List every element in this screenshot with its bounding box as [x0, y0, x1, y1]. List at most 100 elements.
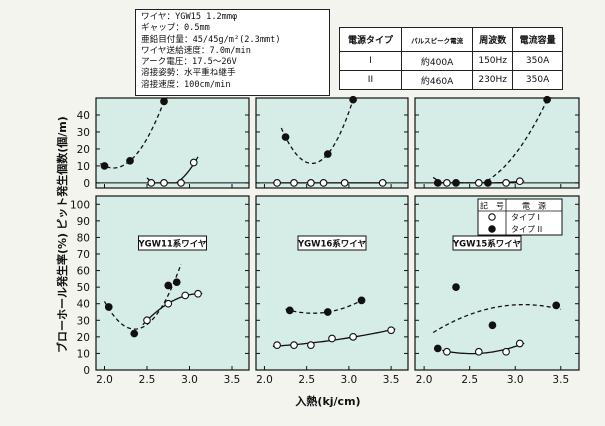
info-feed-speed: ワイヤ送給速度：7.0m/min — [141, 45, 251, 56]
pit-type1-point — [273, 179, 281, 187]
x-tick-label: 2.5 — [298, 374, 315, 386]
blowhole-type1-point — [328, 334, 336, 343]
info-zinc-coating: 亜鉛目付量：45/45g/m²(2.3mmt) — [141, 34, 281, 45]
pit-type1-trend — [146, 156, 199, 184]
pit-type2-point — [323, 150, 332, 158]
pit-type2-point — [433, 179, 442, 187]
blowhole-type2-point — [488, 321, 497, 330]
pit-type1-point — [443, 179, 451, 187]
wire-label-box — [452, 235, 522, 251]
pit-y-axis-label: ピット発生個数(個/m) — [55, 116, 69, 230]
table-cell: 230Hz — [472, 70, 514, 90]
y-tick-label: 10 — [77, 161, 90, 173]
pit-panel-frame — [414, 97, 580, 189]
y-tick-label: 10 — [77, 348, 90, 360]
y-tick-label: 100 — [70, 199, 90, 211]
x-tick-label: 2.5 — [461, 374, 478, 386]
pit-type1-point — [147, 179, 156, 187]
y-tick-label: 20 — [77, 144, 90, 156]
pit-type2-trend — [280, 97, 358, 165]
x-tick-label: 2.0 — [416, 374, 433, 386]
blowhole-type1-trend — [142, 292, 203, 326]
pit-type2-point — [126, 156, 134, 165]
pit-type2-point — [100, 162, 109, 170]
table-header: パルスピーク電流 — [400, 27, 474, 52]
info-wire: ワイヤ：YGW15 1.2mmφ — [141, 12, 238, 22]
power-source-table: 電源タイプ パルスピーク電流 周波数 電流容量 I 約400A 150Hz 35… — [339, 27, 563, 90]
legend-header: 電 源 — [522, 202, 546, 211]
wire-label: YGW11系ワイヤ — [137, 239, 207, 250]
blowhole-type1-trend — [442, 342, 525, 355]
table-header: 周波数 — [472, 27, 514, 52]
pit-type1-point — [502, 179, 510, 187]
y-tick-label: 90 — [77, 216, 90, 228]
x-tick-label: 3.5 — [552, 374, 569, 386]
pit-type1-point — [160, 179, 168, 187]
legend-label: タイプ I — [511, 213, 540, 222]
blowhole-type1-point — [387, 326, 395, 335]
blowhole-type1-point — [307, 341, 315, 349]
blowhole-type1-point — [143, 316, 151, 325]
y-tick-label: 80 — [77, 232, 90, 244]
x-tick-label: 2.0 — [256, 374, 273, 386]
table-row: II 約460A 230Hz 350A — [339, 70, 563, 90]
pit-panel-frame — [95, 97, 250, 189]
x-tick-label: 3.0 — [181, 374, 198, 386]
pit-type1-point — [474, 179, 483, 187]
blowhole-type2-point — [452, 283, 460, 291]
pit-type2-point — [349, 95, 357, 104]
blowhole-type1-point — [194, 289, 202, 298]
blowhole-type2-point — [433, 344, 442, 353]
blowhole-type2-point — [104, 303, 113, 311]
pit-type1-point — [290, 179, 298, 187]
legend-marker — [488, 213, 496, 221]
blowhole-panel-frame — [95, 195, 250, 371]
pit-type2-point — [543, 95, 551, 104]
pit-type2-point — [160, 97, 168, 106]
blowhole-type2-point — [357, 296, 366, 305]
y-tick-label: 60 — [77, 266, 90, 278]
wire-label: YGW16系ワイヤ — [297, 239, 367, 250]
pit-type1-point — [319, 179, 328, 187]
wire-label-box — [138, 235, 207, 251]
blowhole-type2-trend — [432, 303, 561, 334]
x-tick-label: 2.5 — [139, 374, 156, 386]
pit-type1-point — [378, 179, 387, 187]
pit-type1-point — [515, 177, 524, 186]
x-tick-label: 2.0 — [96, 374, 113, 386]
y-tick-label: 0 — [83, 365, 90, 377]
y-tick-label: 30 — [77, 315, 90, 327]
blowhole-panel-frame — [255, 195, 409, 371]
blowhole-type1-point — [474, 347, 483, 356]
info-gap: ギャップ：0.5mm — [141, 23, 210, 34]
y-tick-label: 40 — [77, 299, 90, 311]
blowhole-type2-point — [130, 329, 139, 338]
table-cell: 350A — [512, 70, 563, 90]
info-welding-speed: 溶接速度：100cm/min — [141, 79, 231, 90]
legend-label: タイプ II — [511, 225, 542, 234]
x-tick-label: 3.5 — [383, 374, 400, 386]
wire-label: YGW15系ワイヤ — [452, 239, 522, 250]
blowhole-type1-point — [502, 347, 510, 356]
pit-type2-point — [281, 133, 290, 141]
x-axis-label: 入熱(kj/cm) — [295, 394, 360, 408]
table-row: I 約400A 150Hz 350A — [339, 51, 563, 71]
pit-type1-point — [177, 179, 185, 187]
blowhole-type1-point — [164, 299, 173, 308]
info-welding-position: 溶接姿勢：水平重ね継手 — [141, 68, 236, 79]
blowhole-type2-point — [285, 306, 294, 315]
blowhole-type1-point — [181, 291, 190, 300]
y-tick-label: 20 — [77, 332, 90, 344]
wire-label-box — [297, 235, 367, 251]
legend-header: 記 号 — [480, 201, 504, 211]
blowhole-type1-point — [290, 341, 298, 349]
y-tick-label: 30 — [77, 127, 90, 139]
pit-panel-frame — [255, 97, 409, 189]
y-tick-label: 50 — [77, 282, 90, 294]
blowhole-y-axis-label: ブローホール発生率(%) — [55, 233, 69, 353]
blowhole-type2-point — [164, 281, 173, 290]
blowhole-type1-point — [349, 333, 357, 341]
legend-marker — [488, 225, 496, 233]
pit-type2-trend — [99, 97, 169, 169]
